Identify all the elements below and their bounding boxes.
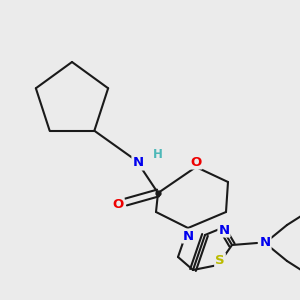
Text: H: H [153,148,163,161]
Text: N: N [132,157,144,169]
Text: O: O [112,199,124,212]
Text: N: N [260,236,271,250]
Text: N: N [182,230,194,242]
Text: O: O [190,155,202,169]
Text: N: N [218,224,230,236]
Text: S: S [215,254,225,266]
